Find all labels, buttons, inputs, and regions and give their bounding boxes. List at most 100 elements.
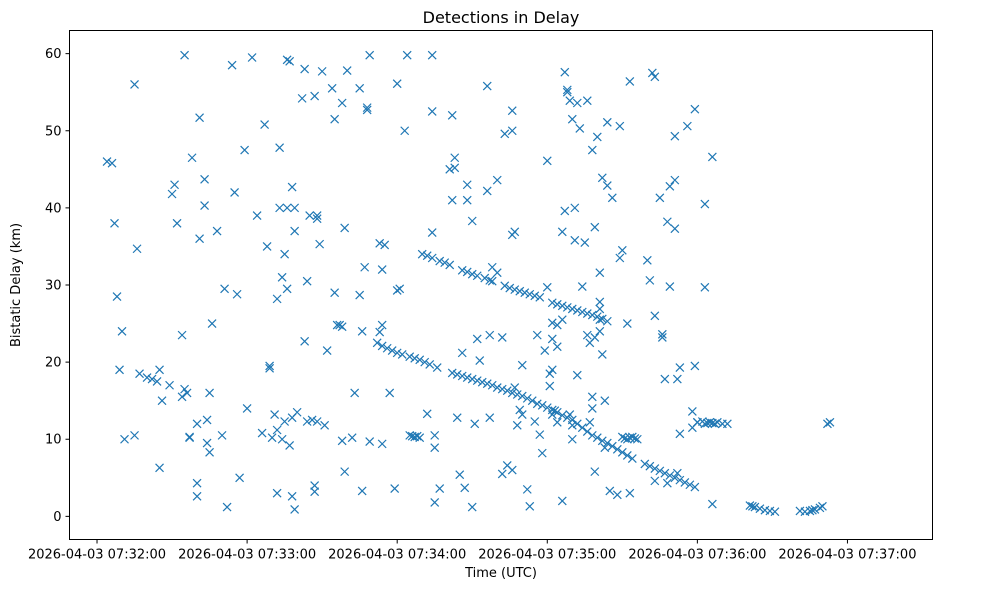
data-point <box>447 368 457 378</box>
data-point <box>102 157 112 167</box>
data-point <box>222 502 232 512</box>
data-point <box>525 501 535 511</box>
data-point <box>687 407 697 416</box>
x-tick-label: 2026-04-03 07:36:00 <box>628 548 766 563</box>
data-point <box>142 373 152 382</box>
data-point <box>552 342 562 352</box>
data-point <box>672 374 682 384</box>
data-point <box>277 272 287 282</box>
data-point <box>207 319 217 328</box>
data-point <box>202 415 212 425</box>
data-point <box>265 363 275 373</box>
data-point <box>662 478 672 488</box>
data-point <box>595 268 605 278</box>
data-point <box>110 218 119 228</box>
data-point <box>660 374 670 384</box>
data-point <box>617 432 627 442</box>
data-point <box>320 420 330 430</box>
data-point <box>532 399 542 409</box>
data-point <box>770 507 780 517</box>
data-point <box>617 447 627 457</box>
data-point <box>192 491 202 501</box>
y-tick-label: 10 <box>45 433 62 448</box>
data-point <box>420 357 430 367</box>
data-point <box>312 211 322 221</box>
data-point <box>440 258 450 268</box>
x-tick-label: 2026-04-03 07:34:00 <box>328 548 466 563</box>
data-point <box>597 349 607 359</box>
data-point <box>375 327 385 337</box>
data-point <box>147 374 157 384</box>
data-point <box>823 419 832 429</box>
data-point <box>657 329 667 339</box>
data-point <box>155 463 164 473</box>
data-point <box>260 120 270 130</box>
data-point <box>670 131 680 141</box>
data-point <box>622 319 632 328</box>
data-point <box>655 193 665 203</box>
data-point <box>602 117 612 127</box>
data-point <box>477 377 487 387</box>
scatter-points <box>102 50 835 517</box>
data-point <box>567 114 577 124</box>
data-point <box>537 400 547 410</box>
data-point <box>290 504 300 514</box>
data-point <box>340 467 350 477</box>
data-point <box>357 486 367 496</box>
data-point <box>818 501 827 511</box>
data-point <box>472 376 482 386</box>
data-point <box>192 478 202 488</box>
data-point <box>572 98 582 108</box>
data-point <box>615 253 625 263</box>
data-point <box>397 349 407 359</box>
data-point <box>277 434 287 444</box>
data-point <box>337 322 347 332</box>
data-point <box>640 459 650 469</box>
data-point <box>560 206 570 216</box>
data-point <box>405 352 415 362</box>
data-point <box>457 265 467 275</box>
data-point <box>482 81 492 91</box>
data-point <box>535 292 545 302</box>
data-point <box>487 380 497 390</box>
data-point <box>550 406 560 416</box>
data-point <box>235 473 245 483</box>
data-point <box>117 326 127 336</box>
data-point <box>422 409 432 419</box>
data-point <box>257 428 267 438</box>
data-point <box>275 143 285 153</box>
data-point <box>750 502 760 512</box>
data-point <box>312 214 322 224</box>
data-point <box>607 193 617 203</box>
data-point <box>500 281 510 291</box>
data-point <box>567 434 577 444</box>
data-point <box>427 228 437 237</box>
data-point <box>482 186 492 196</box>
data-point <box>557 496 567 506</box>
data-point <box>682 121 692 131</box>
data-point <box>390 484 400 494</box>
data-point <box>542 282 552 292</box>
data-point <box>392 79 402 89</box>
data-point <box>165 380 174 390</box>
data-point <box>547 365 557 375</box>
data-point <box>647 68 657 78</box>
y-tick-label: 50 <box>45 124 62 139</box>
data-point <box>275 203 285 213</box>
data-point <box>642 255 652 265</box>
data-point <box>430 443 440 453</box>
data-point <box>707 499 717 509</box>
data-point <box>665 181 675 191</box>
data-point <box>540 346 550 355</box>
data-point <box>622 434 632 444</box>
data-point <box>755 504 765 514</box>
data-point <box>747 501 757 511</box>
data-point <box>335 320 345 330</box>
data-point <box>700 199 710 209</box>
data-point <box>205 447 215 457</box>
data-point <box>690 482 700 492</box>
data-point <box>587 430 597 440</box>
data-point <box>567 304 577 314</box>
data-point <box>627 432 637 442</box>
data-point <box>412 431 422 441</box>
